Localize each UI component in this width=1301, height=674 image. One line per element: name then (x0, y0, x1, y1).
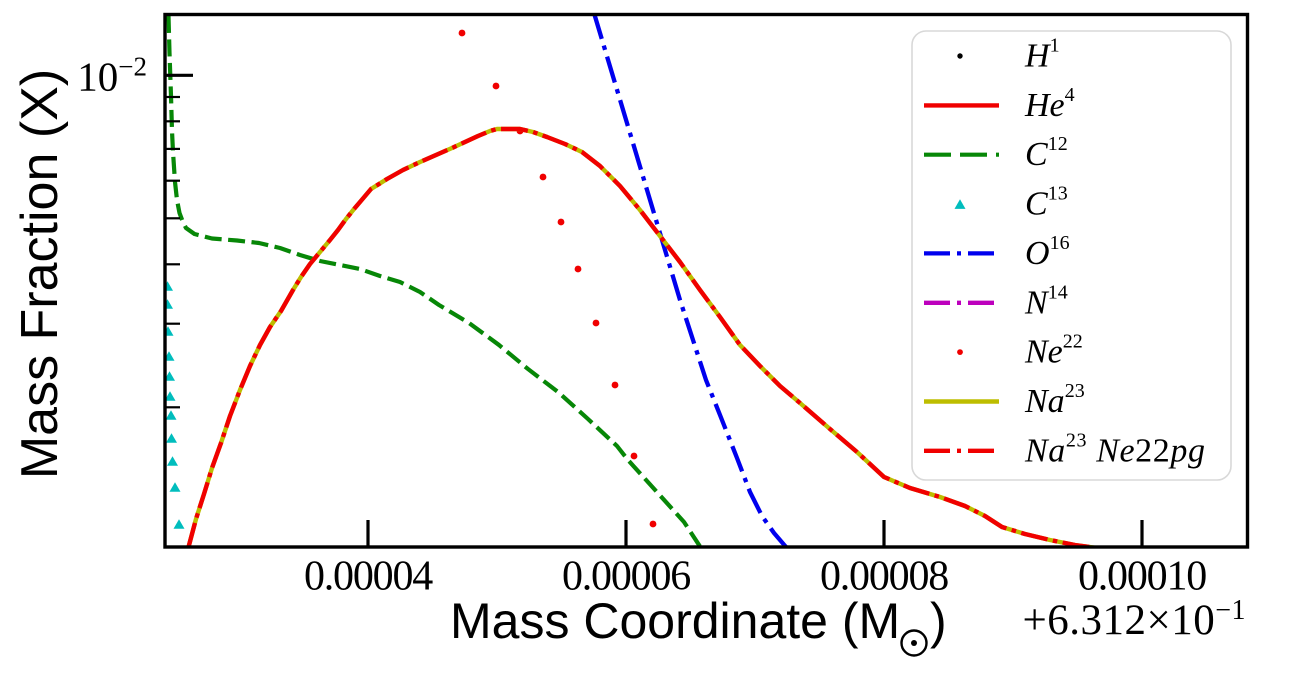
svg-text:): ) (930, 593, 947, 649)
svg-text:Mass Coordinate (M: Mass Coordinate (M (450, 593, 900, 649)
svg-text:Mass Fraction (X): Mass Fraction (X) (11, 69, 69, 479)
svg-text:0.00010: 0.00010 (1078, 554, 1206, 600)
svg-text:0.00004: 0.00004 (304, 554, 433, 600)
svg-text:C12: C12 (1025, 133, 1068, 173)
svg-text:Na23 Ne22pg: Na23 Ne22pg (1024, 429, 1206, 469)
svg-text:0.00008: 0.00008 (820, 554, 948, 600)
svg-text:+6.312×10−1: +6.312×10−1 (1022, 595, 1246, 644)
svg-text:0.00006: 0.00006 (562, 554, 690, 600)
svg-text:10−2: 10−2 (77, 52, 147, 100)
